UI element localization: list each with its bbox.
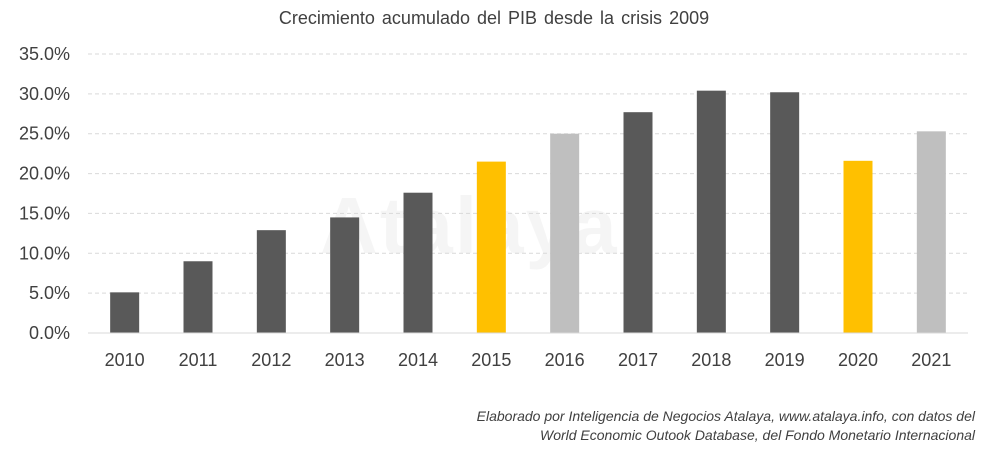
x-tick-label: 2018 [691,350,731,370]
x-tick-label: 2014 [398,350,438,370]
bars [110,90,946,334]
credit-line-2: World Economic Outook Database, del Fond… [539,427,975,443]
x-axis-ticks: 2010 2011 2012 2013 2014 2015 2016 2017 2018 2019… [105,350,952,370]
x-tick-label: 2010 [105,350,145,370]
x-tick-label: 2017 [618,350,658,370]
bar-2018 [696,90,726,333]
source-credit: Elaborado por Inteligencia de Negocios A… [477,407,975,445]
bar-2011 [183,261,213,333]
y-tick-label: 15.0% [19,203,70,223]
x-tick-label: 2021 [911,350,951,370]
bar-2010 [110,292,140,333]
x-tick-label: 2020 [838,350,878,370]
bar-chart: 0.0% 5.0% 10.0% 15.0% 20.0% 25.0% 30.0% 35.0% 2… [19,44,968,370]
bar-2020 [843,160,873,333]
bar-2016 [550,133,580,333]
y-tick-label: 10.0% [19,243,70,263]
bar-2013 [330,217,360,333]
x-tick-label: 2011 [179,350,218,370]
y-tick-label: 35.0% [19,44,70,64]
grid-lines [88,53,968,294]
y-axis-ticks: 0.0% 5.0% 10.0% 15.0% 20.0% 25.0% 30.0% 35.0% [19,44,70,343]
bar-2019 [770,92,800,334]
y-tick-label: 25.0% [19,124,70,144]
y-tick-label: 20.0% [19,164,70,184]
bar-2015 [476,161,506,333]
chart-title: Crecimiento acumulado del PIB desde la c… [278,8,710,28]
x-tick-label: 2016 [545,350,585,370]
x-tick-label: 2015 [471,350,511,370]
y-tick-label: 0.0% [29,323,70,343]
y-tick-label: 5.0% [29,283,70,303]
bar-2017 [623,112,653,333]
y-tick-label: 30.0% [19,84,70,104]
bar-2012 [256,230,286,333]
x-tick-label: 2012 [251,350,291,370]
x-tick-label: 2019 [765,350,805,370]
x-tick-label: 2013 [325,350,365,370]
credit-line-1: Elaborado por Inteligencia de Negocios A… [476,408,975,424]
bar-2014 [403,192,433,333]
bar-2021 [916,131,946,333]
